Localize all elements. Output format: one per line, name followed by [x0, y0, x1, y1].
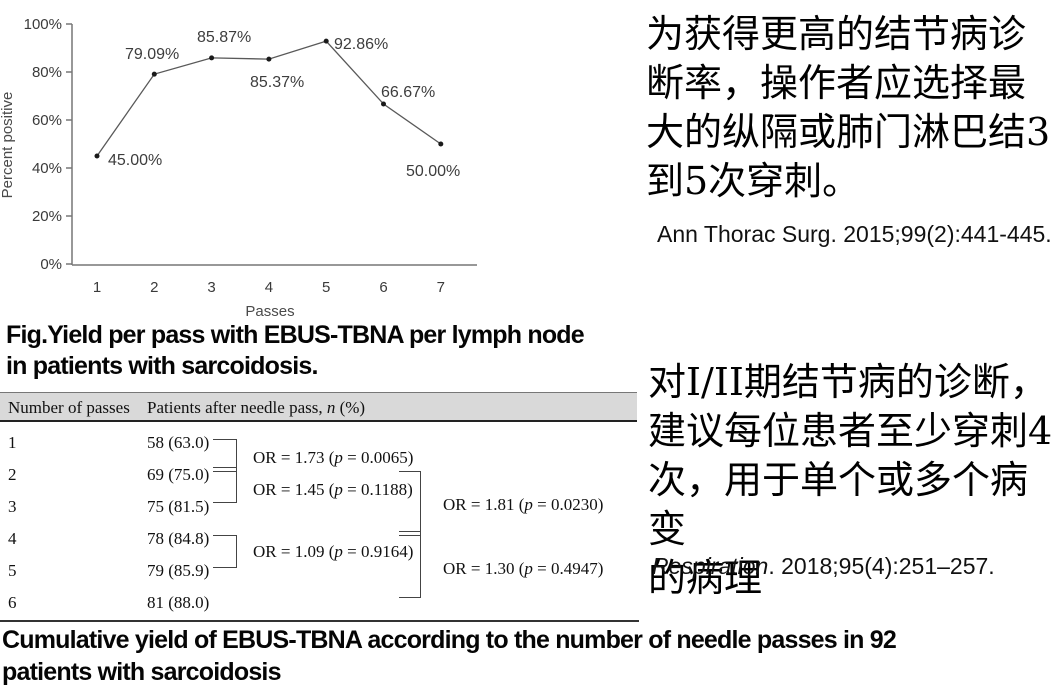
data-point-marker	[381, 101, 386, 107]
or-text-before: OR = 1.45 (	[253, 480, 335, 499]
x-tick-label: 3	[207, 279, 215, 296]
table-header-passes: Number of passes	[8, 398, 130, 417]
header-patients-after: (%)	[335, 398, 366, 417]
patients-value: 81 (88.0)	[147, 593, 210, 612]
citation-ann-thorac-surg: Ann Thorac Surg. 2015;99(2):441-445.	[657, 221, 1052, 247]
or-text-after: = 0.9164)	[342, 542, 414, 561]
citation-respiration: Respiration. 2018;95(4):251–257.	[652, 553, 995, 580]
table-header-row: Number of passes Patients after needle p…	[0, 392, 637, 422]
data-point-marker	[209, 55, 215, 61]
bracket-segment	[213, 467, 237, 468]
patients-value: 79 (85.9)	[147, 561, 210, 580]
x-tick-label: 6	[379, 279, 387, 296]
y-tick-label: 80%	[32, 64, 62, 81]
pass-number: 2	[8, 465, 17, 484]
y-axis-title: Percent positive	[0, 92, 16, 199]
header-patients-before: Patients after needle pass,	[147, 398, 327, 417]
y-tick-label: 60%	[32, 112, 62, 129]
x-tick-label: 1	[93, 279, 101, 296]
data-point-marker	[151, 71, 157, 77]
data-point-marker	[323, 38, 329, 44]
data-point-label: 92.86%	[334, 36, 388, 53]
bracket-segment	[213, 535, 237, 536]
data-point-label: 85.87%	[197, 29, 251, 46]
yield-per-pass-chart: 0% 20% 40% 60% 80% 100% 1 2 3 4 5 6 7 Passes Percent p…	[0, 0, 530, 322]
table-header-patients: Patients after needle pass, n (%)	[147, 398, 365, 418]
x-tick-label: 5	[322, 279, 330, 296]
or-annotation: OR = 1.45 (p = 0.1188)	[253, 480, 413, 500]
data-point-label: 45.00%	[108, 152, 162, 169]
or-text-p: p	[524, 559, 533, 578]
bracket-segment	[399, 535, 421, 536]
or-text-p: p	[334, 480, 343, 499]
pass-number: 4	[8, 529, 17, 548]
bottom-caption: Cumulative yield of EBUS-TBNA according …	[2, 626, 897, 686]
patients-value: 78 (84.8)	[147, 529, 210, 548]
or-text-after: = 0.0230)	[532, 495, 604, 514]
bracket-segment	[213, 567, 237, 568]
or-text-after: = 0.0065)	[342, 448, 414, 467]
y-tick-label: 100%	[24, 16, 62, 33]
x-tick-label: 2	[150, 279, 158, 296]
or-annotation: OR = 1.81 (p = 0.0230)	[443, 495, 603, 515]
or-annotation: OR = 1.30 (p = 0.4947)	[443, 559, 603, 579]
citation-rest: . 2018;95(4):251–257.	[768, 553, 995, 579]
bracket-segment	[213, 502, 237, 503]
patients-value: 75 (81.5)	[147, 497, 210, 516]
or-text-before: OR = 1.81 (	[443, 495, 525, 514]
pass-number: 5	[8, 561, 17, 580]
or-text-p: p	[334, 542, 343, 561]
bracket-segment	[399, 597, 421, 598]
y-tick-label: 20%	[32, 208, 62, 225]
passes-table: Number of passes Patients after needle p…	[0, 392, 648, 624]
chinese-note-1: 为获得更高的结节病诊 断率，操作者应选择最 大的纵隔或肺门淋巴结3 到5次穿刺。	[646, 12, 1051, 203]
bracket-segment	[213, 471, 237, 472]
pass-number: 6	[8, 593, 17, 612]
y-tick-label: 40%	[32, 160, 62, 177]
bracket-segment	[399, 531, 421, 532]
bracket-segment	[213, 439, 237, 440]
chinese-note-2: 对I/II期结节病的诊断， 建议每位患者至少穿刺4 次，用于单个或多个病变 的病…	[648, 360, 1053, 600]
bracket-segment	[399, 471, 421, 472]
or-text-before: OR = 1.30 (	[443, 559, 525, 578]
data-point-label: 66.67%	[381, 84, 435, 101]
pass-number: 1	[8, 433, 17, 452]
x-tick-label: 4	[265, 279, 273, 296]
data-point-label: 79.09%	[125, 46, 179, 63]
or-text-p: p	[334, 448, 343, 467]
x-axis-title: Passes	[245, 303, 294, 320]
or-text-after: = 0.4947)	[532, 559, 604, 578]
data-point-marker	[438, 141, 444, 147]
or-text-before: OR = 1.09 (	[253, 542, 335, 561]
or-text-after: = 0.1188)	[342, 480, 413, 499]
bracket-segment	[420, 471, 421, 598]
data-point-marker	[266, 56, 272, 62]
or-text-before: OR = 1.73 (	[253, 448, 335, 467]
table-bottom-rule	[0, 620, 639, 622]
patients-value: 58 (63.0)	[147, 433, 210, 452]
or-annotation: OR = 1.09 (p = 0.9164)	[253, 542, 413, 562]
patients-value: 69 (75.0)	[147, 465, 210, 484]
data-point-label: 50.00%	[406, 163, 460, 180]
chart-canvas: 0% 20% 40% 60% 80% 100% 1 2 3 4 5 6 7 Passes Percent p…	[0, 16, 477, 320]
data-point-label: 85.37%	[250, 74, 304, 91]
y-tick-label: 0%	[40, 256, 62, 273]
pass-number: 3	[8, 497, 17, 516]
bracket-segment	[236, 535, 237, 568]
figure-caption: Fig.Yield per pass with EBUS-TBNA per ly…	[6, 321, 585, 380]
citation-journal-name: Respiration	[652, 553, 769, 579]
header-patients-n: n	[326, 398, 336, 417]
or-annotation: OR = 1.73 (p = 0.0065)	[253, 448, 413, 468]
or-text-p: p	[524, 495, 533, 514]
data-point-marker	[94, 153, 100, 159]
x-tick-label: 7	[437, 279, 445, 296]
